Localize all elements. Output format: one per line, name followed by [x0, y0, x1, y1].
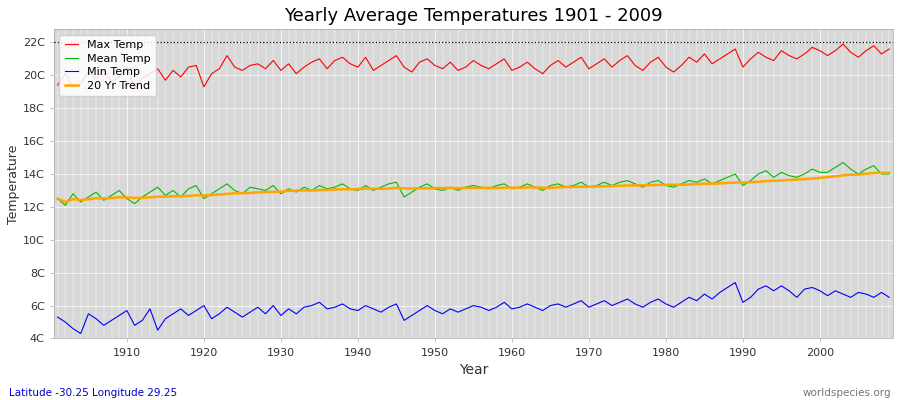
- Mean Temp: [838, 160, 849, 165]
- Max Temp: [113, 74, 124, 79]
- Line: 20 Yr Trend: 20 Yr Trend: [58, 173, 889, 202]
- Min Temp: [338, 302, 348, 306]
- Mean Temp: [514, 185, 525, 190]
- Max Temp: [507, 68, 517, 73]
- Max Temp: [884, 47, 895, 52]
- 20 Yr Trend: [507, 185, 517, 190]
- Mean Temp: [507, 186, 517, 191]
- Title: Yearly Average Temperatures 1901 - 2009: Yearly Average Temperatures 1901 - 2009: [284, 7, 662, 25]
- 20 Yr Trend: [291, 188, 302, 193]
- Max Temp: [130, 86, 140, 91]
- Text: worldspecies.org: worldspecies.org: [803, 388, 891, 398]
- Max Temp: [291, 71, 302, 76]
- 20 Yr Trend: [60, 200, 71, 204]
- Mean Temp: [122, 196, 132, 201]
- Text: Latitude -30.25 Longitude 29.25: Latitude -30.25 Longitude 29.25: [9, 388, 177, 398]
- Mean Temp: [884, 172, 895, 176]
- Max Temp: [52, 83, 63, 88]
- Min Temp: [291, 312, 302, 316]
- Mean Temp: [338, 182, 348, 186]
- Max Temp: [607, 65, 617, 70]
- Min Temp: [507, 306, 517, 311]
- 20 Yr Trend: [884, 170, 895, 175]
- 20 Yr Trend: [514, 185, 525, 190]
- Y-axis label: Temperature: Temperature: [7, 144, 20, 224]
- Min Temp: [122, 308, 132, 313]
- Max Temp: [838, 42, 849, 46]
- Legend: Max Temp, Mean Temp, Min Temp, 20 Yr Trend: Max Temp, Mean Temp, Min Temp, 20 Yr Tre…: [59, 35, 157, 96]
- Mean Temp: [291, 190, 302, 194]
- Min Temp: [52, 315, 63, 320]
- 20 Yr Trend: [607, 184, 617, 188]
- 20 Yr Trend: [52, 196, 63, 201]
- Mean Temp: [60, 203, 71, 208]
- Max Temp: [338, 55, 348, 60]
- Min Temp: [607, 303, 617, 308]
- Max Temp: [514, 65, 525, 70]
- Line: Min Temp: Min Temp: [58, 282, 889, 334]
- 20 Yr Trend: [876, 170, 886, 175]
- 20 Yr Trend: [122, 195, 132, 200]
- Min Temp: [76, 331, 86, 336]
- 20 Yr Trend: [338, 187, 348, 192]
- Line: Max Temp: Max Temp: [58, 44, 889, 88]
- Mean Temp: [52, 196, 63, 201]
- Mean Temp: [607, 183, 617, 188]
- Min Temp: [884, 295, 895, 300]
- Min Temp: [514, 305, 525, 310]
- Min Temp: [730, 280, 741, 285]
- Line: Mean Temp: Mean Temp: [58, 162, 889, 205]
- X-axis label: Year: Year: [459, 363, 488, 377]
